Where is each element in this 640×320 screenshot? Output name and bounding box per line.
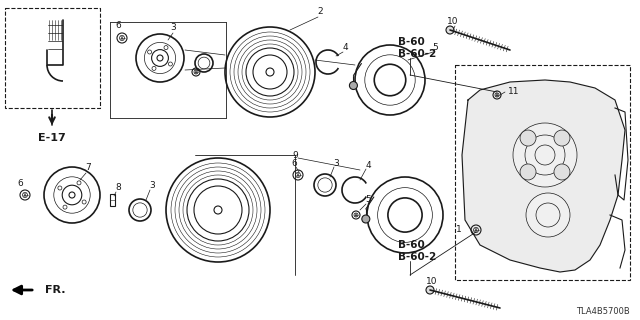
Text: E-17: E-17 (38, 133, 66, 143)
Text: 8: 8 (115, 183, 121, 193)
Text: 10: 10 (426, 277, 438, 286)
Text: 3: 3 (333, 158, 339, 167)
Text: B-60-2: B-60-2 (398, 252, 436, 262)
Circle shape (554, 130, 570, 146)
Circle shape (554, 164, 570, 180)
Text: 3: 3 (170, 23, 176, 33)
Text: 11: 11 (508, 87, 520, 97)
Circle shape (520, 164, 536, 180)
Circle shape (446, 26, 454, 34)
Text: FR.: FR. (45, 285, 65, 295)
Text: 6: 6 (115, 21, 121, 30)
Text: B-60: B-60 (398, 240, 425, 250)
Text: 9: 9 (292, 150, 298, 159)
Text: 5: 5 (432, 44, 438, 52)
Text: TLA4B5700B: TLA4B5700B (576, 308, 630, 316)
Text: 6: 6 (17, 179, 23, 188)
Text: 6: 6 (291, 158, 297, 167)
Text: 4: 4 (365, 161, 371, 170)
Text: 2: 2 (317, 7, 323, 17)
Text: 7: 7 (85, 164, 91, 172)
Circle shape (526, 193, 570, 237)
Text: 5: 5 (365, 196, 371, 204)
Polygon shape (462, 80, 625, 272)
Circle shape (513, 123, 577, 187)
Circle shape (362, 215, 370, 223)
Text: 10: 10 (447, 18, 459, 27)
Bar (5, 8, 100, 108)
Text: B-60: B-60 (398, 37, 425, 47)
Text: 3: 3 (149, 180, 155, 189)
Circle shape (426, 286, 434, 294)
Circle shape (520, 130, 536, 146)
Text: 4: 4 (342, 44, 348, 52)
Bar (455, 65, 630, 280)
Bar (109, 194, 115, 206)
Circle shape (349, 82, 357, 90)
Text: B-60-2: B-60-2 (398, 49, 436, 59)
Text: 1: 1 (456, 226, 462, 235)
